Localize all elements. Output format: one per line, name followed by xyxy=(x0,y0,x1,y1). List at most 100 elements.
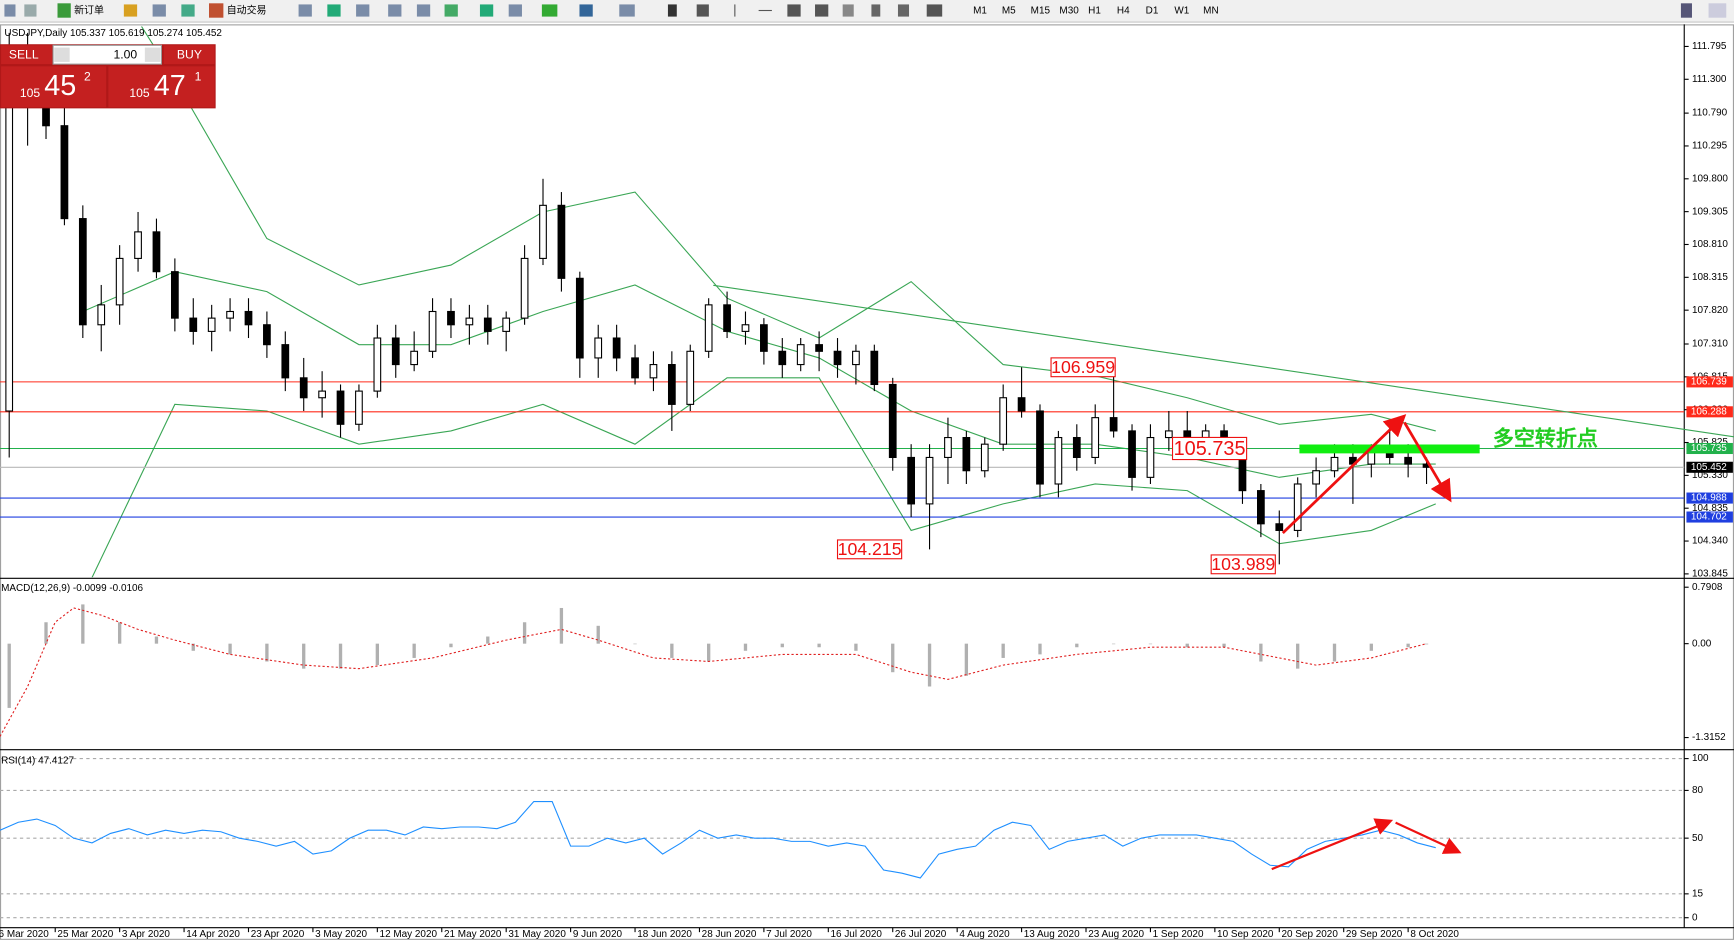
timeframe-button[interactable]: H4 xyxy=(1117,6,1130,17)
annotation-box xyxy=(1171,436,1248,461)
macd-bar xyxy=(1185,643,1189,648)
annotation-box xyxy=(836,539,903,560)
timeframe-button[interactable]: W1 xyxy=(1174,6,1189,17)
macd-bar xyxy=(191,643,195,651)
x-tick-label: 18 Jun 2020 xyxy=(637,929,692,940)
candle-body xyxy=(539,204,547,259)
macd-bar xyxy=(228,643,232,655)
candle-body xyxy=(465,317,474,326)
candle-body xyxy=(557,204,566,279)
candle-body xyxy=(189,317,198,332)
sell-button[interactable] xyxy=(1,45,52,65)
candle-body xyxy=(1257,490,1265,525)
level-label-box xyxy=(1686,511,1733,523)
y-tick-label: 105.825 xyxy=(1692,437,1728,448)
macd-bar xyxy=(81,604,85,644)
candle-body xyxy=(999,397,1008,445)
candle-body xyxy=(1109,417,1118,432)
x-tick-label: 4 Aug 2020 xyxy=(959,929,1010,940)
current-price-box xyxy=(1686,461,1733,473)
annotation: 103.989 xyxy=(1211,554,1275,574)
annotation-box xyxy=(1210,554,1276,575)
arrow xyxy=(1403,421,1452,503)
x-tick-label: 3 May 2020 xyxy=(315,929,367,940)
timeframe-button[interactable]: M5 xyxy=(1002,6,1016,17)
macd-bar xyxy=(707,643,711,662)
lots: 1.00 xyxy=(113,48,137,62)
candle-body xyxy=(1183,430,1192,439)
candle-body xyxy=(355,390,363,425)
macd-bar xyxy=(1424,643,1429,645)
y-tick-label: 110.295 xyxy=(1692,141,1728,152)
y-tick-label: 107.820 xyxy=(1692,305,1728,316)
x-tick-label: 8 Oct 2020 xyxy=(1410,929,1459,940)
candle-body xyxy=(1293,483,1302,531)
macd-bar xyxy=(1148,643,1153,645)
timeframe-button[interactable]: H1 xyxy=(1088,6,1101,17)
toolbar-icons xyxy=(4,3,1727,18)
arrow xyxy=(1281,414,1407,534)
buy-price[interactable] xyxy=(108,66,215,108)
new-order-icon[interactable] xyxy=(57,3,71,18)
level-label: 104.702 xyxy=(1691,512,1727,523)
candle-body xyxy=(152,231,161,273)
level-label-box xyxy=(1686,406,1733,418)
y-tick-label: 111.795 xyxy=(1692,41,1727,52)
auto-trading[interactable]: 自动交易 xyxy=(227,4,267,17)
x-tick-label: 20 Sep 2020 xyxy=(1281,929,1338,940)
x-tick-label: 3 Apr 2020 xyxy=(122,929,171,940)
candle-body xyxy=(60,125,69,220)
y-tick-label: -1.3152 xyxy=(1692,732,1726,743)
y-tick-label: 0 xyxy=(1692,912,1698,923)
candle-body xyxy=(1072,436,1081,459)
timeframe-button[interactable]: M30 xyxy=(1059,6,1079,17)
timeframe-button[interactable]: M15 xyxy=(1031,6,1051,17)
macd-bar xyxy=(1111,643,1116,645)
macd-bar xyxy=(891,643,895,673)
macd-bar xyxy=(522,622,527,644)
level-label-box xyxy=(1686,376,1733,388)
y-tick-label: 104.835 xyxy=(1692,503,1728,514)
candle-body xyxy=(134,231,142,259)
candle-body xyxy=(1091,417,1100,459)
band-upper xyxy=(140,26,1436,432)
macd-bar xyxy=(44,622,48,644)
candle-body xyxy=(907,456,916,505)
buy-button[interactable] xyxy=(163,45,215,65)
macd-bar xyxy=(743,643,748,651)
x-tick-label: 16 Mar 2020 xyxy=(0,929,49,940)
timeframe-button[interactable]: MN xyxy=(1203,6,1218,17)
buy-pip: 1 xyxy=(195,70,202,84)
candle-body xyxy=(97,304,106,326)
level-label-box xyxy=(1686,442,1733,455)
candle-body xyxy=(686,350,695,405)
y-tick-label: 105.330 xyxy=(1692,470,1728,481)
macd-signal xyxy=(0,607,1427,737)
candle-body xyxy=(870,350,879,386)
candle-body xyxy=(667,364,676,405)
macd-bar xyxy=(1406,643,1410,648)
trend-line xyxy=(713,284,1734,438)
timeframe-button[interactable]: M1 xyxy=(973,6,987,17)
lot-field[interactable] xyxy=(52,44,163,65)
chart-window xyxy=(0,24,1734,940)
auto-trading-icon[interactable] xyxy=(209,3,224,18)
candle-body xyxy=(170,271,179,319)
sell-price[interactable] xyxy=(1,66,107,108)
macd-bar xyxy=(780,643,784,648)
annotation-box xyxy=(1050,357,1116,378)
macd-bar xyxy=(1296,643,1300,669)
candle-body xyxy=(760,324,768,352)
level-label: 106.288 xyxy=(1691,406,1727,417)
macd-bar xyxy=(412,643,416,658)
buy-main: 47 xyxy=(154,70,186,102)
new-order[interactable]: 新订单 xyxy=(74,4,104,17)
candle-body xyxy=(1275,523,1284,531)
y-tick-label: 80 xyxy=(1692,785,1704,796)
timeframe-button[interactable]: D1 xyxy=(1146,6,1159,17)
candle-body xyxy=(299,377,308,399)
candle-body xyxy=(962,436,971,472)
y-tick-label: 109.305 xyxy=(1692,206,1728,217)
candle-body xyxy=(575,277,584,359)
